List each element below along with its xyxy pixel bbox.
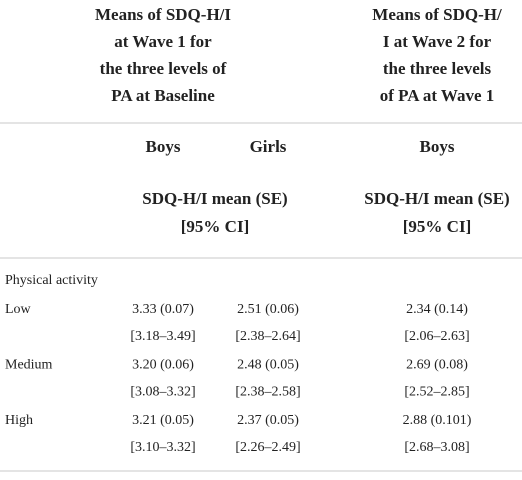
section-label: Physical activity — [5, 273, 98, 288]
group-header: the three levels — [383, 59, 492, 78]
cell-value: 3.21 (0.05) — [132, 413, 194, 428]
cell-value: 2.37 (0.05) — [237, 413, 299, 428]
cell-ci: [2.38–2.64] — [235, 329, 300, 344]
measure-ci: [95% CI] — [403, 217, 471, 236]
group-header: at Wave 1 for — [114, 32, 212, 51]
row-label: Medium — [5, 358, 53, 373]
cell-value: 3.20 (0.06) — [132, 358, 194, 373]
column-header: Boys — [146, 137, 181, 156]
cell-ci: [2.26–2.49] — [235, 440, 300, 455]
cell-ci: [2.38–2.58] — [235, 385, 300, 400]
cell-value: 2.88 (0.101) — [403, 413, 472, 428]
cell-ci: [3.08–3.32] — [130, 385, 195, 400]
group-header: PA at Baseline — [111, 86, 215, 105]
column-header: Boys — [420, 137, 455, 156]
cell-ci: [3.10–3.32] — [130, 440, 195, 455]
row-label: Low — [5, 302, 32, 317]
group-header: Means of SDQ-H/I — [95, 5, 231, 24]
measure-label: SDQ-H/I mean (SE) — [364, 189, 509, 208]
cell-value: 2.69 (0.08) — [406, 358, 468, 373]
group-header: I at Wave 2 for — [383, 32, 492, 51]
group-header: the three levels of — [100, 59, 227, 78]
group-header: Means of SDQ-H/ — [372, 5, 502, 24]
cell-ci: [2.06–2.63] — [404, 329, 469, 344]
column-header: Girls — [250, 137, 287, 156]
cell-value: 2.48 (0.05) — [237, 358, 299, 373]
cell-value: 2.34 (0.14) — [406, 302, 468, 317]
row-label: High — [5, 413, 33, 428]
cell-value: 2.51 (0.06) — [237, 302, 299, 317]
group-header: of PA at Wave 1 — [380, 86, 495, 105]
measure-ci: [95% CI] — [181, 217, 249, 236]
cell-value: 3.33 (0.07) — [132, 302, 194, 317]
measure-label: SDQ-H/I mean (SE) — [142, 189, 287, 208]
cell-ci: [2.68–3.08] — [404, 440, 469, 455]
cell-ci: [3.18–3.49] — [130, 329, 195, 344]
cell-ci: [2.52–2.85] — [404, 385, 469, 400]
